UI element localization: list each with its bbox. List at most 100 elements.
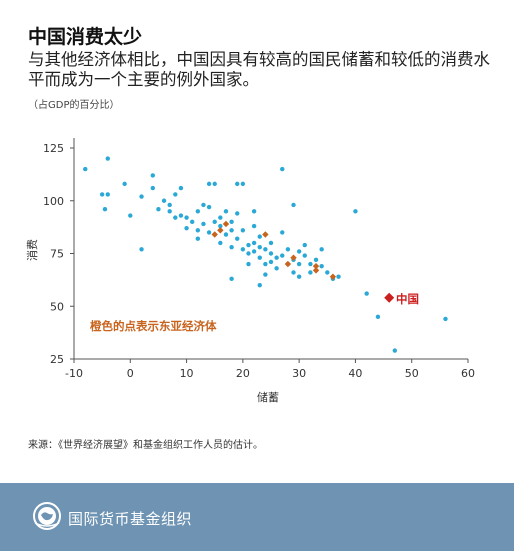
economy-point <box>291 202 296 208</box>
economy-point <box>206 230 212 235</box>
economy-point <box>257 234 262 239</box>
economy-point <box>285 247 291 252</box>
economy-point <box>257 244 262 250</box>
y-tick-label: 25 <box>50 353 64 366</box>
economy-point <box>184 225 189 231</box>
east-asia-annotation: 橙色的点表示东亚经济体 <box>90 319 217 333</box>
economy-point <box>263 272 268 277</box>
economy-point <box>139 247 144 252</box>
economy-point <box>336 274 341 279</box>
x-tick-label: 40 <box>348 367 362 380</box>
economy-point <box>223 232 229 237</box>
x-tick-label: 50 <box>405 367 419 380</box>
y-tick-label: 125 <box>43 142 64 155</box>
economy-point <box>325 270 330 275</box>
chart-header: 中国消费太少 与其他经济体相比，中国因具有较高的国民储蓄和较低的消费水平而成为一… <box>28 26 504 111</box>
east-asia-point <box>290 254 297 261</box>
economy-point <box>161 198 167 203</box>
economy-point <box>190 219 195 225</box>
x-axis-label: 储蓄 <box>257 390 279 404</box>
economy-point <box>274 266 279 271</box>
economy-point <box>308 261 313 267</box>
economy-point <box>212 219 217 225</box>
economy-point <box>319 263 324 269</box>
economy-point <box>313 257 319 263</box>
imf-globe-logo-icon <box>33 502 61 530</box>
economy-point <box>178 185 184 191</box>
economy-point <box>263 247 268 252</box>
economy-point <box>218 215 223 220</box>
economy-point <box>251 223 257 229</box>
economy-point <box>235 236 240 241</box>
y-tick-label: 100 <box>43 195 64 208</box>
economy-point <box>218 223 223 229</box>
economy-point <box>105 156 110 161</box>
economy-point <box>167 202 172 208</box>
economy-point <box>251 209 257 214</box>
economy-point <box>150 185 155 191</box>
x-tick-label: 0 <box>127 367 134 380</box>
east-asia-point <box>284 260 292 268</box>
economy-point <box>246 251 251 256</box>
economy-point <box>246 261 251 267</box>
economy-point <box>302 242 307 248</box>
economy-point <box>156 206 161 212</box>
east-asia-point <box>312 267 320 274</box>
y-axis-label: 消费 <box>25 239 39 261</box>
economy-point <box>240 181 246 187</box>
economy-point <box>251 240 257 246</box>
y-tick-label: 50 <box>50 300 64 313</box>
economy-point <box>184 215 189 220</box>
footer-bar: 国际货币基金组织 <box>0 483 514 551</box>
economy-point <box>206 204 212 210</box>
economy-point <box>443 316 448 322</box>
economy-point <box>319 247 324 252</box>
china-point <box>384 292 395 303</box>
east-asia-point <box>262 231 269 238</box>
economy-point <box>291 270 296 275</box>
economy-point <box>201 202 206 208</box>
economy-point <box>296 261 302 267</box>
economy-point <box>392 348 398 353</box>
economy-point <box>122 181 127 187</box>
y-tick-group: 25 50 75 100 125 <box>43 142 74 366</box>
economy-point <box>229 219 234 225</box>
china-label: 中国 <box>396 292 419 306</box>
economy-point <box>223 209 229 214</box>
economy-point <box>268 240 274 246</box>
economy-point <box>105 192 110 197</box>
x-tick-group: -10 0 10 20 30 40 50 60 <box>65 359 475 380</box>
economy-point <box>280 230 285 235</box>
economy-point <box>229 228 234 233</box>
economy-point <box>240 228 246 233</box>
economy-point <box>99 192 105 197</box>
x-tick-label: 30 <box>292 367 306 380</box>
x-tick-label: 60 <box>461 367 475 380</box>
economy-point <box>102 206 108 212</box>
economy-point <box>201 221 206 227</box>
x-tick-label: -10 <box>65 367 83 380</box>
economy-point <box>195 236 201 241</box>
east-asia-point <box>329 273 337 280</box>
economy-point <box>353 209 358 214</box>
economy-point <box>274 255 279 260</box>
economy-point <box>257 282 262 288</box>
economy-point <box>128 213 133 218</box>
economy-point <box>229 244 234 250</box>
economy-point <box>257 255 262 260</box>
economy-point <box>150 173 155 178</box>
economy-point <box>212 181 217 187</box>
economy-point <box>280 166 285 172</box>
economy-point <box>173 215 178 220</box>
economy-point <box>296 249 302 254</box>
y-tick-label: 75 <box>50 248 64 261</box>
economy-point <box>235 211 240 216</box>
economy-point <box>195 228 201 233</box>
economy-point <box>364 291 369 296</box>
economy-point <box>246 242 251 248</box>
chart-subtitle: 与其他经济体相比，中国因具有较高的国民储蓄和较低的消费水平而成为一个主要的例外国… <box>28 50 490 89</box>
economy-point <box>280 253 285 258</box>
org-name: 国际货币基金组织 <box>68 510 193 528</box>
economy-point <box>240 247 246 252</box>
chart-title: 中国消费太少 <box>28 26 143 48</box>
